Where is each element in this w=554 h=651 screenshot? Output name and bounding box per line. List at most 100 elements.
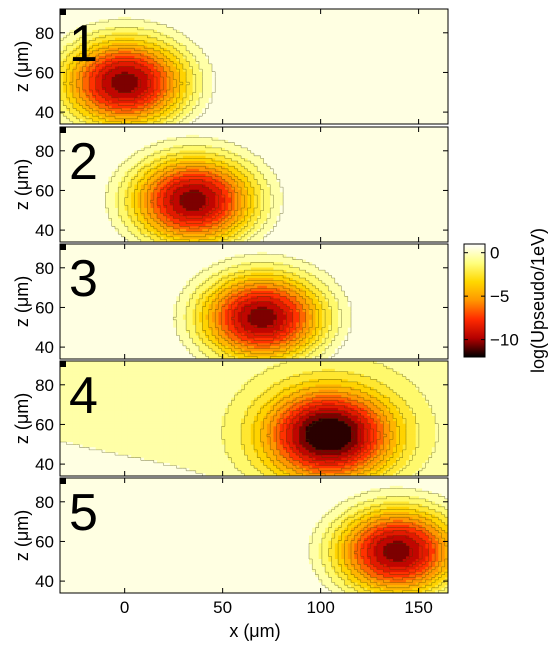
contour-cell: [150, 74, 155, 78]
contour-cell: [221, 92, 226, 96]
contour-cell: [321, 9, 326, 13]
contour-cell: [137, 69, 142, 73]
contour-cell: [325, 82, 329, 86]
contour-cell: [105, 97, 110, 102]
contour-cell: [72, 24, 77, 28]
contour-cell: [89, 100, 93, 104]
contour-cell: [302, 24, 307, 28]
contour-cell: [208, 105, 213, 109]
contour-cell: [192, 90, 197, 94]
contour-cell: [257, 76, 262, 81]
contour-cell: [435, 11, 439, 15]
contour-cell: [150, 32, 155, 36]
contour-cell: [393, 92, 397, 96]
contour-cell: [399, 35, 404, 39]
contour-cell: [334, 105, 339, 109]
contour-cell: [409, 100, 414, 104]
contour-cell: [347, 95, 352, 99]
contour-cell: [389, 90, 394, 94]
contour-cell: [250, 84, 255, 89]
contour-cell: [179, 103, 184, 107]
contour-cell: [89, 61, 93, 65]
contour-cell: [260, 58, 265, 62]
contour-cell: [402, 76, 407, 81]
contour-cell: [315, 19, 320, 23]
contour-cell: [199, 40, 203, 44]
contour-cell: [283, 84, 287, 89]
contour-cell: [247, 63, 252, 68]
contour-cell: [250, 92, 255, 96]
contour-cell: [163, 108, 168, 112]
contour-cell: [344, 32, 349, 36]
contour-cell: [157, 53, 161, 57]
contour-cell: [270, 69, 274, 73]
contour-cell: [137, 71, 142, 75]
contour-cell: [189, 100, 194, 104]
contour-cell: [389, 69, 394, 73]
contour-cell: [399, 92, 404, 96]
contour-cell: [257, 61, 262, 65]
contour-cell: [279, 82, 284, 86]
contour-cell: [292, 113, 297, 117]
contour-cell: [402, 82, 407, 86]
contour-cell: [318, 45, 323, 49]
contour-cell: [260, 105, 265, 109]
contour-cell: [111, 48, 116, 52]
contour-cell: [318, 37, 323, 41]
contour-cell: [257, 16, 262, 21]
contour-cell: [276, 50, 281, 55]
contour-cell: [376, 66, 381, 70]
contour-cell: [289, 108, 294, 112]
contour-cell: [79, 76, 84, 81]
contour-cell: [60, 84, 64, 89]
contour-cell: [305, 29, 310, 34]
contour-cell: [321, 110, 326, 115]
contour-cell: [325, 76, 329, 81]
contour-cell: [444, 92, 448, 96]
contour-cell: [76, 100, 80, 104]
contour-cell: [383, 45, 388, 49]
contour-cell: [118, 45, 123, 49]
contour-cell: [140, 27, 145, 31]
contour-cell: [351, 108, 355, 112]
contour-cell: [257, 66, 262, 70]
contour-cell: [144, 16, 148, 21]
contour-cell: [186, 48, 190, 52]
contour-cell: [79, 35, 84, 39]
contour-cell: [357, 45, 362, 49]
contour-cell: [283, 71, 287, 75]
contour-cell: [347, 105, 352, 109]
contour-cell: [409, 35, 414, 39]
contour-cell: [296, 61, 300, 65]
contour-cell: [367, 103, 371, 107]
contour-cell: [105, 48, 110, 52]
contour-cell: [173, 116, 177, 120]
contour-cell: [328, 63, 333, 68]
contour-cell: [257, 116, 262, 120]
contour-cell: [199, 66, 203, 70]
contour-cell: [228, 69, 232, 73]
contour-cell: [247, 61, 252, 65]
contour-cell: [354, 110, 359, 115]
contour-cell: [69, 40, 74, 44]
contour-cell: [425, 63, 430, 68]
contour-cell: [428, 100, 433, 104]
contour-cell: [263, 42, 268, 47]
contour-cell: [92, 14, 97, 18]
contour-cell: [351, 79, 355, 83]
contour-cell: [231, 9, 236, 13]
contour-cell: [202, 37, 207, 41]
contour-cell: [412, 19, 417, 23]
contour-cell: [95, 84, 100, 89]
contour-cell: [299, 14, 304, 18]
contour-cell: [296, 110, 300, 115]
contour-cell: [370, 24, 375, 28]
contour-cell: [231, 56, 236, 60]
contour-cell: [157, 42, 161, 47]
contour-cell: [98, 19, 103, 23]
contour-cell: [418, 90, 423, 94]
contour-cell: [79, 61, 84, 65]
contour-cell: [82, 9, 87, 13]
contour-cell: [72, 58, 77, 62]
contour-cell: [283, 58, 287, 62]
